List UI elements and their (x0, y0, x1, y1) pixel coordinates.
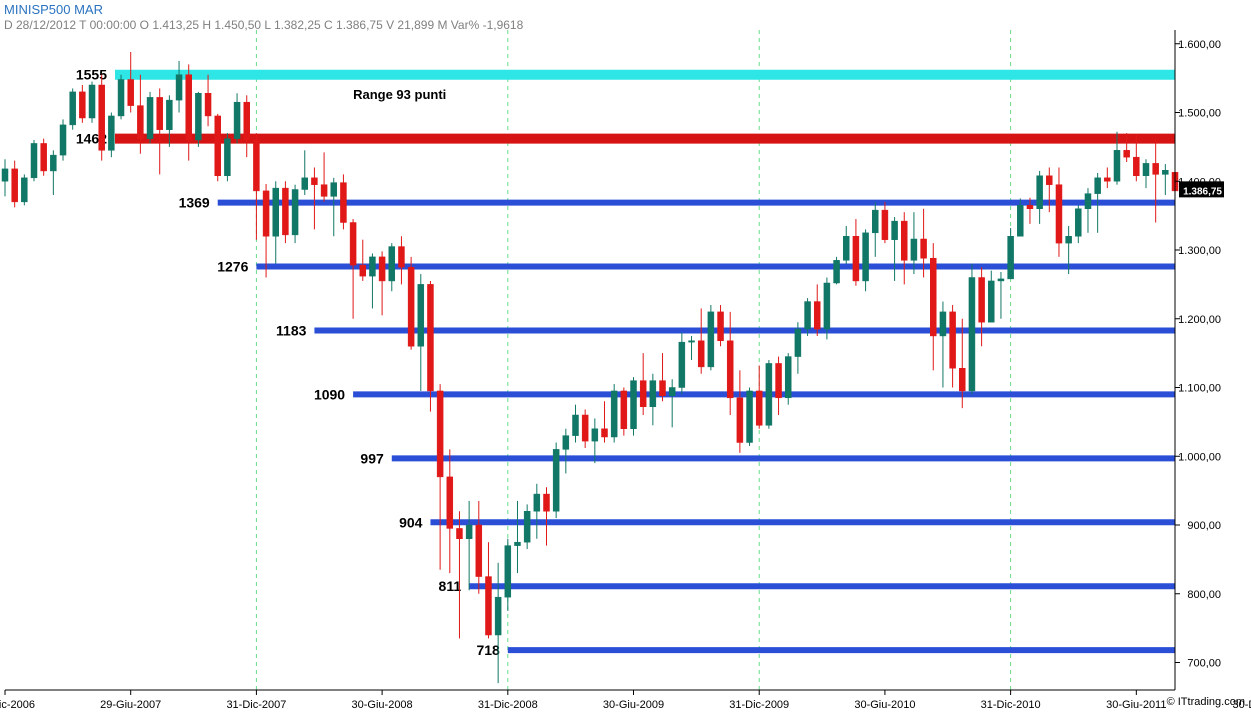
svg-text:900,00: 900,00 (1187, 520, 1221, 532)
ohlc-readout: D 28/12/2012 T 00:00:00 O 1.413,25 H 1.4… (4, 18, 523, 32)
svg-text:1183: 1183 (276, 322, 307, 338)
svg-text:1.100,00: 1.100,00 (1178, 383, 1221, 395)
svg-text:1.300,00: 1.300,00 (1178, 245, 1221, 257)
svg-text:1.200,00: 1.200,00 (1178, 314, 1221, 326)
svg-text:1.600,00: 1.600,00 (1178, 39, 1221, 51)
svg-text:811: 811 (439, 578, 462, 594)
svg-text:31-Dic-2008: 31-Dic-2008 (478, 699, 538, 711)
svg-text:30-Giu-2011: 30-Giu-2011 (1106, 699, 1166, 711)
candlestick-chart: MINISP500 MAR D 28/12/2012 T 00:00:00 O … (0, 0, 1251, 712)
svg-text:30-Giu-2010: 30-Giu-2010 (854, 699, 915, 711)
svg-text:997: 997 (360, 450, 384, 466)
svg-text:1.000,00: 1.000,00 (1178, 451, 1221, 463)
svg-text:1.500,00: 1.500,00 (1178, 108, 1221, 120)
svg-text:700,00: 700,00 (1187, 658, 1221, 670)
svg-text:718: 718 (476, 642, 500, 658)
svg-text:1090: 1090 (314, 386, 345, 402)
svg-text:31-Dic-2010: 31-Dic-2010 (981, 699, 1041, 711)
svg-text:1369: 1369 (179, 195, 210, 211)
svg-text:30-Giu-2008: 30-Giu-2008 (352, 699, 413, 711)
svg-text:800,00: 800,00 (1187, 589, 1221, 601)
svg-text:Range 93 punti: Range 93 punti (353, 87, 446, 102)
svg-text:31-Dic-2007: 31-Dic-2007 (226, 699, 286, 711)
svg-text:1555: 1555 (76, 67, 107, 83)
svg-text:31-Dic-2009: 31-Dic-2009 (729, 699, 789, 711)
svg-text:1276: 1276 (217, 259, 248, 275)
copyright-label: © ITtrading.com (1167, 696, 1245, 708)
svg-text:29-Dic-2006: 29-Dic-2006 (0, 699, 35, 711)
svg-text:30-Giu-2009: 30-Giu-2009 (603, 699, 664, 711)
svg-text:29-Giu-2007: 29-Giu-2007 (100, 699, 161, 711)
chart-svg: 155514621369127611831090997904811718Rang… (0, 0, 1251, 712)
svg-text:904: 904 (399, 514, 423, 530)
chart-title: MINISP500 MAR (4, 2, 103, 17)
svg-text:1.386,75: 1.386,75 (1183, 186, 1222, 197)
